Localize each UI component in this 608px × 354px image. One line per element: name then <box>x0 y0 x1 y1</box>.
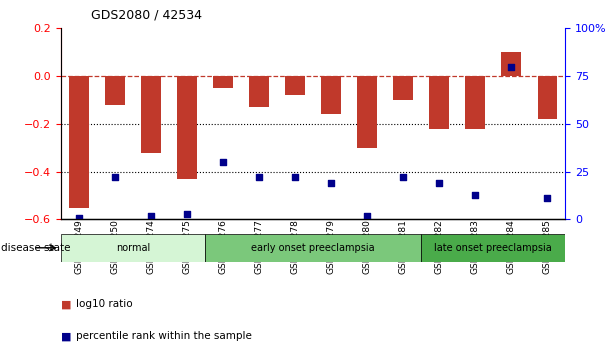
Text: GSM106283: GSM106283 <box>471 219 480 274</box>
Point <box>290 175 300 180</box>
Text: GSM106285: GSM106285 <box>543 219 552 274</box>
Text: early onset preeclampsia: early onset preeclampsia <box>251 243 375 253</box>
Bar <box>105 76 125 105</box>
Text: GSM106276: GSM106276 <box>218 219 227 274</box>
Point <box>110 175 120 180</box>
Bar <box>393 76 413 100</box>
Text: GSM106284: GSM106284 <box>507 219 516 274</box>
Point <box>74 215 84 221</box>
Bar <box>321 76 341 114</box>
Point <box>326 180 336 186</box>
Text: GSM106250: GSM106250 <box>111 219 119 274</box>
Bar <box>358 76 377 148</box>
Point <box>254 175 264 180</box>
Text: log10 ratio: log10 ratio <box>76 299 133 309</box>
Text: GSM106278: GSM106278 <box>291 219 300 274</box>
Point <box>506 64 516 69</box>
Text: GSM106279: GSM106279 <box>326 219 336 274</box>
Text: normal: normal <box>116 243 150 253</box>
Text: GSM106282: GSM106282 <box>435 219 444 274</box>
Text: disease state: disease state <box>1 243 70 253</box>
Text: GSM106274: GSM106274 <box>147 219 156 274</box>
Text: GSM106280: GSM106280 <box>363 219 371 274</box>
Text: GSM106281: GSM106281 <box>399 219 408 274</box>
Point <box>542 196 552 201</box>
Bar <box>141 76 161 153</box>
Point <box>398 175 408 180</box>
Text: GDS2080 / 42534: GDS2080 / 42534 <box>91 8 202 21</box>
Bar <box>249 76 269 107</box>
Point <box>182 211 192 217</box>
Bar <box>61 234 205 262</box>
Bar <box>69 76 89 207</box>
Text: GSM106249: GSM106249 <box>74 219 83 274</box>
Bar <box>285 76 305 95</box>
Bar <box>465 76 485 129</box>
Text: GSM106277: GSM106277 <box>255 219 263 274</box>
Text: late onset preeclampsia: late onset preeclampsia <box>435 243 552 253</box>
Bar <box>502 52 521 76</box>
Bar <box>421 234 565 262</box>
Point <box>362 213 372 218</box>
Text: percentile rank within the sample: percentile rank within the sample <box>76 331 252 341</box>
Text: ■: ■ <box>61 331 71 341</box>
Bar <box>537 76 558 119</box>
Text: GSM106275: GSM106275 <box>182 219 192 274</box>
Bar <box>429 76 449 129</box>
Bar <box>177 76 197 179</box>
Bar <box>213 76 233 88</box>
Point <box>218 159 228 165</box>
Text: ■: ■ <box>61 299 71 309</box>
Point <box>146 213 156 218</box>
Point <box>435 180 444 186</box>
Bar <box>205 234 421 262</box>
Point <box>471 192 480 198</box>
